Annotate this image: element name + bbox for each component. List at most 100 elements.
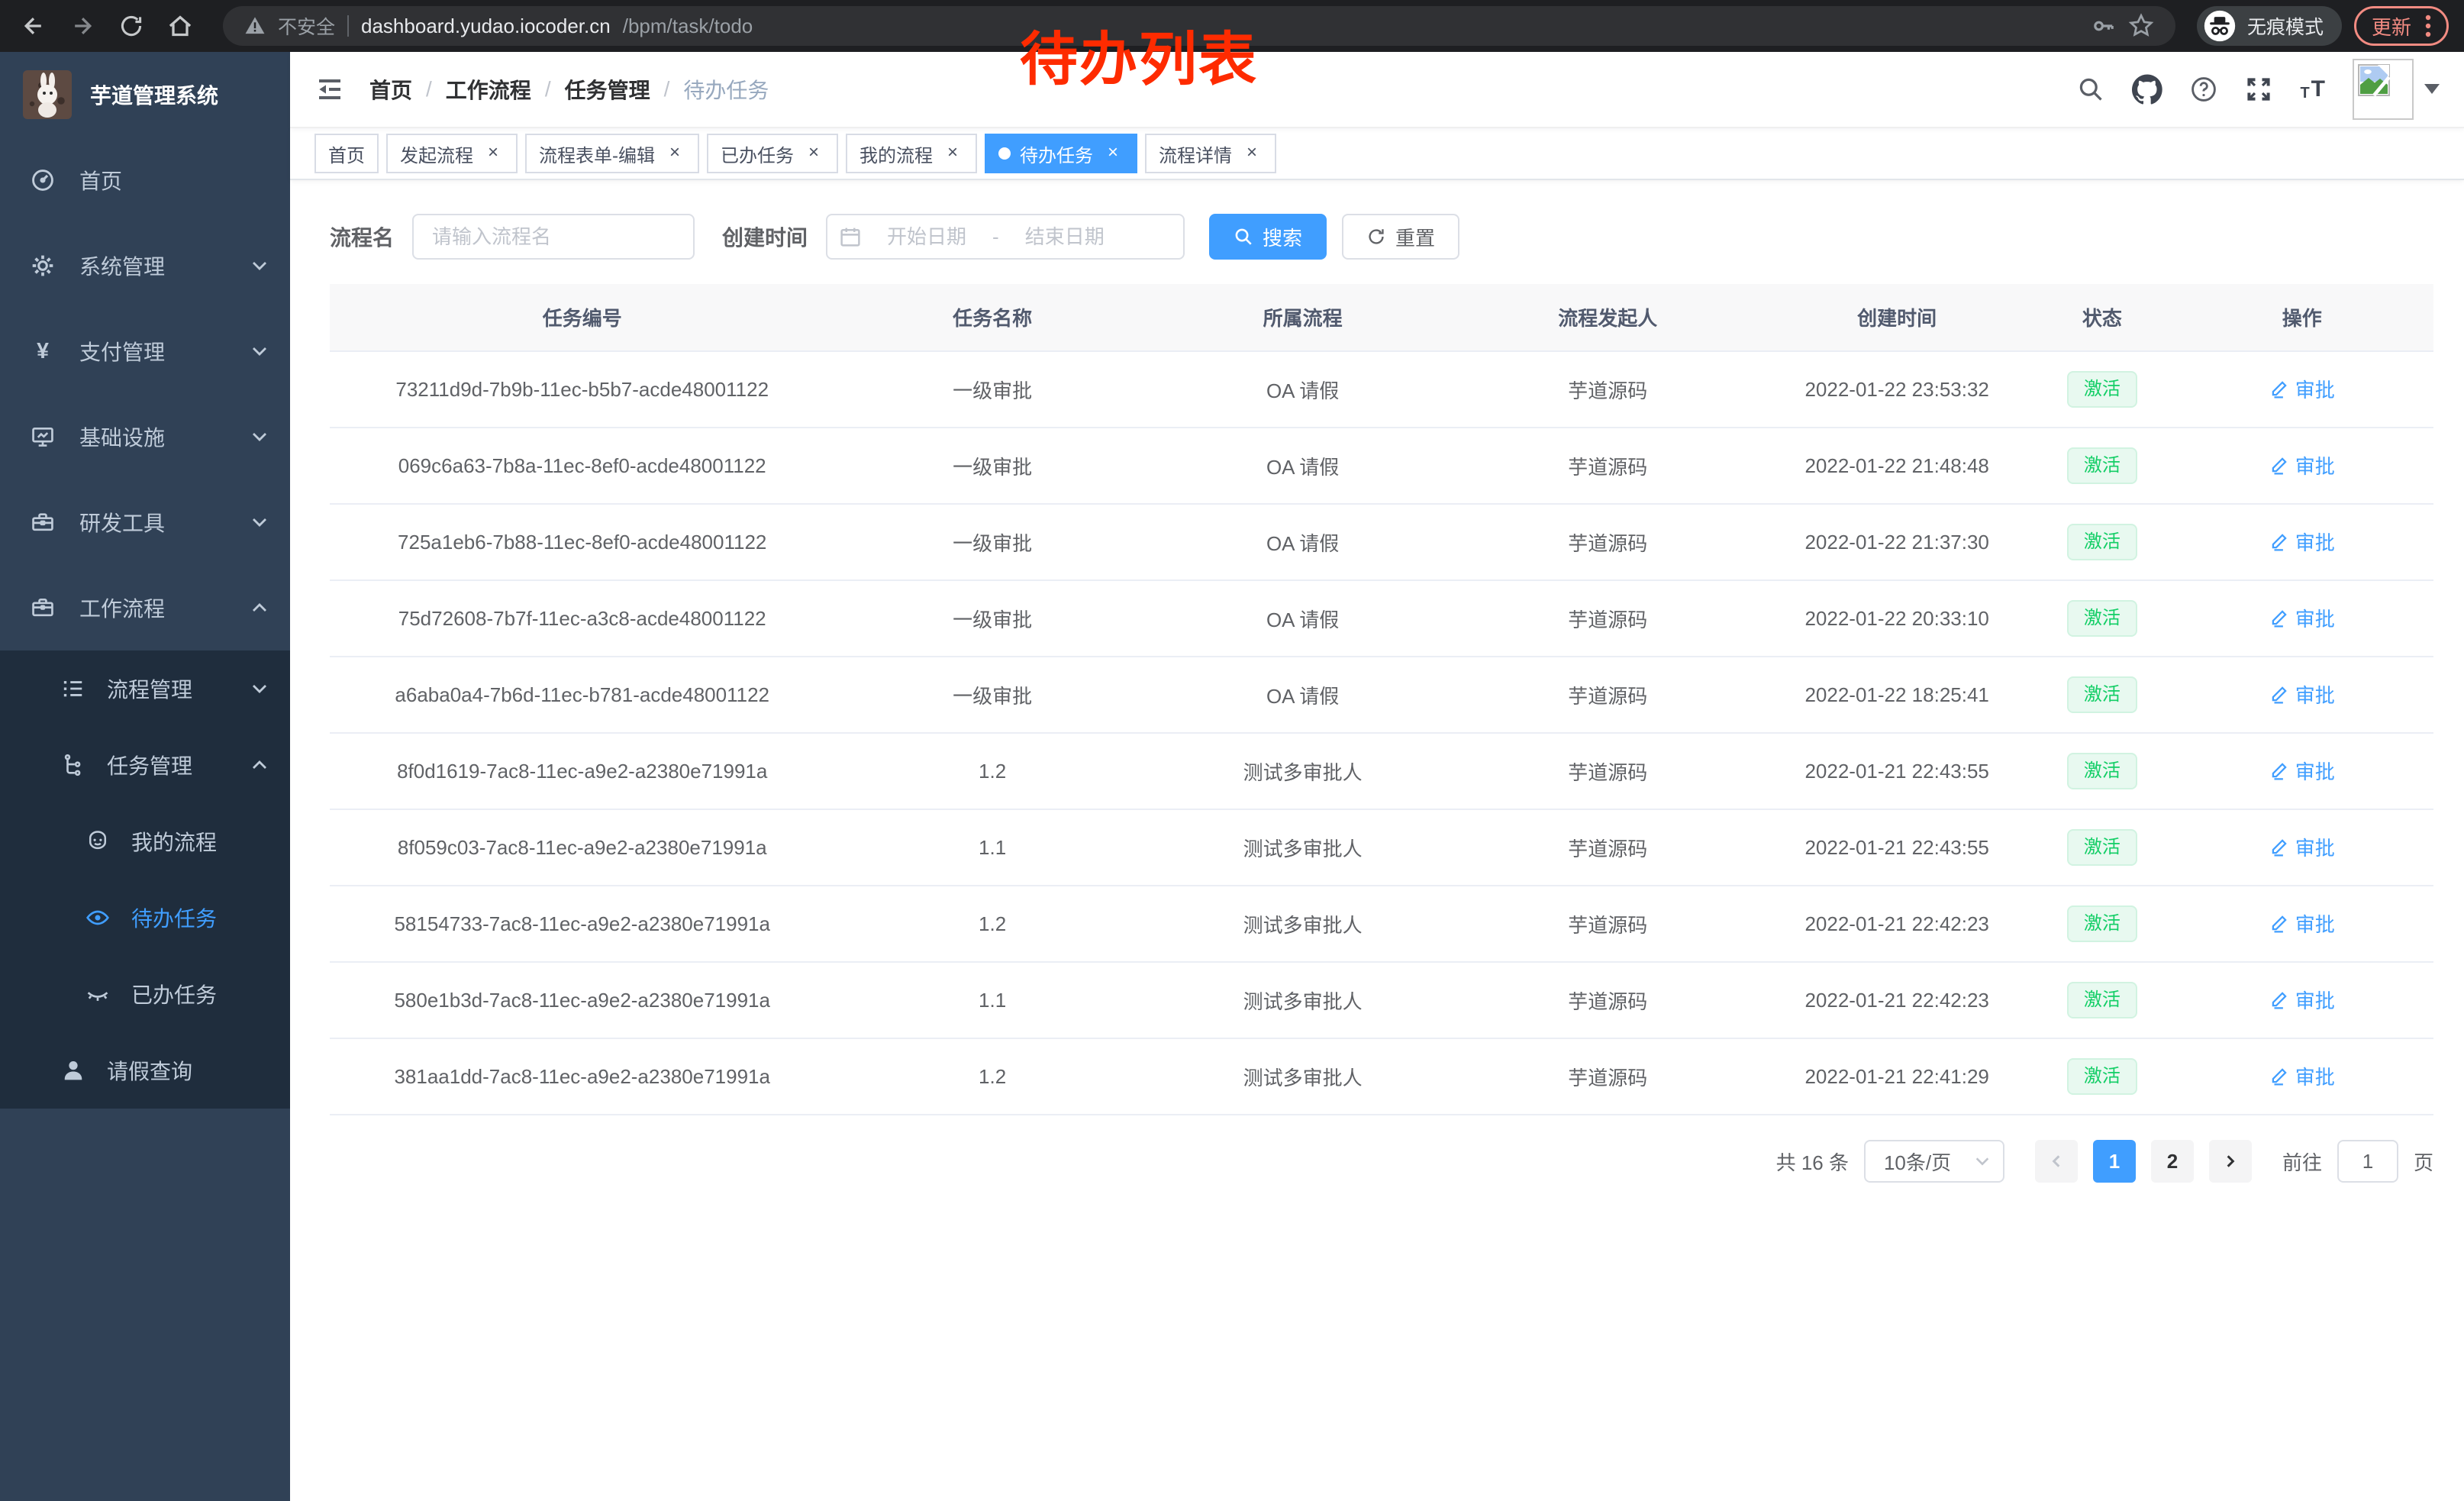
browser-forward-button[interactable] (64, 8, 101, 44)
sidebar-logo-row[interactable]: 芋道管理系统 (0, 52, 290, 137)
approve-button[interactable]: 审批 (2269, 528, 2335, 556)
header-search-button[interactable] (2077, 76, 2104, 103)
browser-menu-dots-icon[interactable] (2425, 14, 2431, 38)
close-icon[interactable]: × (1107, 142, 1118, 163)
breadcrumb-separator: / (544, 77, 551, 101)
sidebar-menu: 首页 系统管理 ¥ 支付管理 (0, 137, 290, 1109)
approve-button[interactable]: 审批 (2269, 757, 2335, 785)
close-icon[interactable]: × (947, 142, 958, 163)
main-area: 首页 / 工作流程 / 任务管理 / 待办任务 (290, 52, 2464, 1501)
approve-button[interactable]: 审批 (2269, 833, 2335, 861)
chevron-down-icon (253, 262, 266, 270)
password-key-icon[interactable] (2091, 14, 2116, 38)
search-button[interactable]: 搜索 (1209, 214, 1327, 260)
table-row: 725a1eb6-7b88-11ec-8ef0-acde48001122 一级审… (330, 504, 2433, 581)
approve-button[interactable]: 审批 (2269, 451, 2335, 479)
approve-button[interactable]: 审批 (2269, 909, 2335, 938)
close-icon[interactable]: × (1246, 142, 1257, 163)
end-date-input[interactable] (1005, 224, 1124, 249)
todo-task-table: 任务编号 任务名称 所属流程 流程发起人 创建时间 状态 操作 73211d9d… (330, 284, 2433, 1115)
tab-label: 待办任务 (1020, 145, 1093, 166)
cell-task-name: 1.1 (834, 962, 1150, 1039)
sidebar-item-home[interactable]: 首页 (0, 137, 290, 223)
approve-button[interactable]: 审批 (2269, 1062, 2335, 1090)
approve-button[interactable]: 审批 (2269, 680, 2335, 709)
sidebar-item-leave-query[interactable]: 请假查询 (0, 1032, 290, 1109)
cell-task-id: 58154733-7ac8-11ec-a9e2-a2380e71991a (330, 886, 835, 963)
breadcrumb-workflow[interactable]: 工作流程 (445, 79, 531, 102)
start-date-input[interactable] (867, 224, 987, 249)
tab-todo-tasks[interactable]: 待办任务 × (985, 134, 1137, 173)
security-label: 不安全 (278, 17, 336, 38)
prev-page-button[interactable] (2034, 1140, 2078, 1183)
sidebar-item-workflow[interactable]: 工作流程 (0, 565, 290, 650)
sidebar-item-my-process[interactable]: 我的流程 (0, 803, 290, 880)
breadcrumb-task-mgmt[interactable]: 任务管理 (564, 79, 650, 102)
fullscreen-button[interactable] (2245, 76, 2272, 103)
approve-button[interactable]: 审批 (2269, 375, 2335, 403)
sidebar-item-label: 首页 (79, 169, 123, 193)
page-button-2[interactable]: 2 (2150, 1140, 2194, 1183)
reload-icon (121, 15, 142, 37)
yen-icon: ¥ (31, 339, 55, 363)
search-icon (2080, 78, 2103, 101)
eye-icon (85, 905, 110, 930)
page-size-select[interactable]: 10条/页 (1863, 1140, 2004, 1183)
app-title: 芋道管理系统 (90, 84, 219, 108)
tab-my-process[interactable]: 我的流程 × (846, 134, 977, 173)
sidebar-item-task-mgmt[interactable]: 任务管理 (0, 727, 290, 803)
sidebar-collapse-button[interactable] (314, 74, 345, 105)
breadcrumb-home[interactable]: 首页 (369, 79, 413, 102)
eye-closed-icon (85, 982, 110, 1006)
close-icon[interactable]: × (487, 142, 498, 163)
address-bar[interactable]: 不安全 dashboard.yudao.iocoder.cn/bpm/task/… (223, 6, 2175, 46)
goto-page-input[interactable] (2337, 1140, 2398, 1183)
sidebar-item-todo-tasks[interactable]: 待办任务 (0, 880, 290, 956)
bookmark-star-icon[interactable] (2128, 13, 2154, 39)
tab-start-process[interactable]: 发起流程 × (386, 134, 518, 173)
browser-update-button[interactable]: 更新 (2353, 6, 2449, 46)
date-range-separator: - (992, 224, 999, 248)
browser-reload-button[interactable] (113, 8, 150, 44)
sidebar-item-done-tasks[interactable]: 已办任务 (0, 956, 290, 1032)
edit-pen-icon (2272, 610, 2287, 628)
chevron-down-icon (253, 518, 266, 527)
browser-back-button[interactable] (15, 8, 52, 44)
toolbox-icon (31, 510, 55, 534)
next-page-button[interactable] (2208, 1140, 2252, 1183)
workflow-submenu: 流程管理 任务管理 我的流程 (0, 650, 290, 1109)
approve-button[interactable]: 审批 (2269, 986, 2335, 1014)
date-range-picker[interactable]: - (826, 214, 1185, 260)
sidebar-item-infra[interactable]: 基础设施 (0, 394, 290, 479)
help-button[interactable] (2190, 76, 2217, 103)
sidebar-item-label: 研发工具 (79, 512, 166, 535)
browser-home-button[interactable] (162, 8, 198, 44)
page-button-1[interactable]: 1 (2092, 1140, 2136, 1183)
cell-starter: 芋道源码 (1455, 504, 1761, 581)
col-task-name: 任务名称 (834, 284, 1150, 352)
process-name-input[interactable] (412, 214, 695, 260)
user-avatar-menu[interactable] (2353, 59, 2440, 120)
tab-form-edit[interactable]: 流程表单-编辑 × (525, 134, 699, 173)
sidebar-item-pay[interactable]: ¥ 支付管理 (0, 308, 290, 394)
sidebar-item-process-mgmt[interactable]: 流程管理 (0, 650, 290, 727)
cell-task-name: 1.1 (834, 809, 1150, 886)
caret-down-icon (2424, 84, 2440, 94)
close-icon[interactable]: × (669, 142, 680, 163)
cell-task-id: 8f059c03-7ac8-11ec-a9e2-a2380e71991a (330, 809, 835, 886)
tab-process-detail[interactable]: 流程详情 × (1145, 134, 1276, 173)
close-icon[interactable]: × (808, 142, 819, 163)
address-divider (347, 15, 350, 37)
sidebar-item-system[interactable]: 系统管理 (0, 223, 290, 308)
tab-home[interactable]: 首页 (314, 134, 379, 173)
approve-button[interactable]: 审批 (2269, 604, 2335, 632)
sidebar-item-tools[interactable]: 研发工具 (0, 479, 290, 565)
reset-button[interactable]: 重置 (1342, 214, 1460, 260)
col-process: 所属流程 (1150, 284, 1456, 352)
github-link[interactable] (2132, 74, 2163, 105)
cell-process: 测试多审批人 (1150, 886, 1456, 963)
cell-create-time: 2022-01-21 22:42:23 (1760, 962, 2034, 1039)
tab-done-tasks[interactable]: 已办任务 × (707, 134, 838, 173)
